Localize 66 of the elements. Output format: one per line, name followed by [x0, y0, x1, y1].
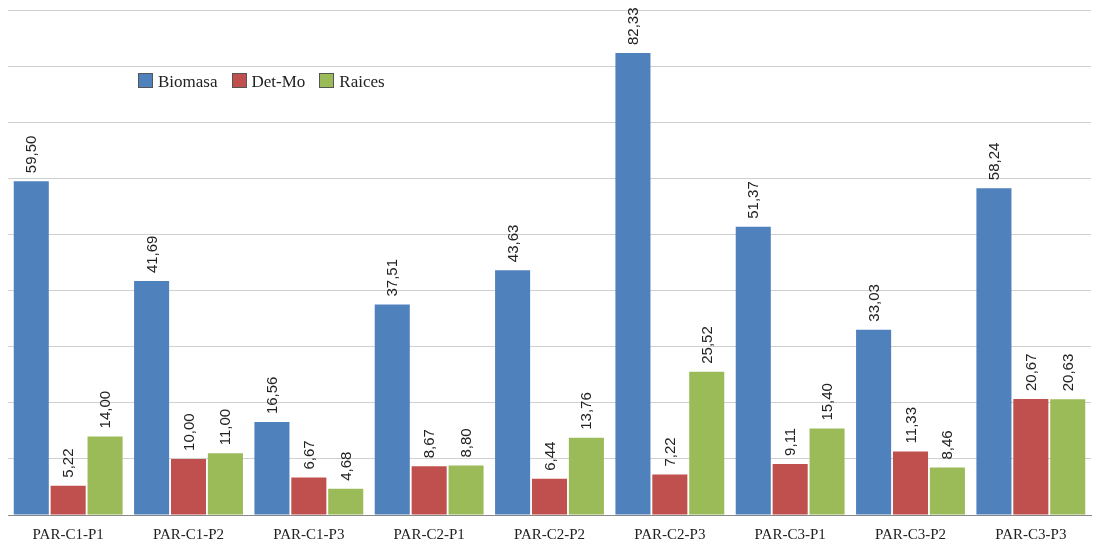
x-tick-label: PAR-C1-P3 [273, 525, 345, 542]
data-label: 41,69 [142, 235, 160, 274]
bar [856, 329, 892, 515]
bar [254, 422, 290, 515]
data-label: 13,76 [577, 392, 595, 430]
data-label: 14,00 [96, 390, 114, 429]
data-label: 8,46 [938, 430, 956, 460]
bar [892, 451, 929, 515]
bar [87, 436, 123, 515]
data-label: 5,22 [59, 448, 77, 478]
bar [929, 467, 965, 515]
bar [1050, 399, 1086, 515]
bar [291, 477, 327, 515]
bar [531, 478, 568, 515]
x-tick-label: PAR-C2-P2 [513, 525, 586, 542]
data-label: 9,11 [781, 427, 799, 456]
data-label: 37,51 [383, 258, 401, 297]
bar [772, 463, 808, 515]
data-label: 43,63 [503, 224, 521, 263]
legend-label: Biomasa [157, 72, 218, 92]
x-tick-label: PAR-C2-P3 [634, 525, 706, 542]
data-label: 15,40 [818, 383, 836, 421]
bar [652, 474, 688, 515]
legend-label: Det-Mo [250, 72, 306, 92]
bar [170, 458, 207, 515]
x-tick-label: PAR-C3-P2 [874, 525, 947, 542]
data-label: 8,80 [457, 428, 475, 458]
data-label: 58,24 [984, 142, 1002, 181]
data-label: 20,67 [1021, 353, 1039, 392]
data-label: 6,67 [299, 440, 317, 470]
data-label: 4,68 [336, 451, 354, 481]
bar [615, 53, 651, 515]
bar [374, 304, 410, 515]
bar [13, 181, 49, 515]
data-label: 25,52 [697, 326, 715, 364]
bar [328, 488, 364, 515]
bar [411, 466, 447, 515]
x-tick-label: PAR-C2-P1 [393, 525, 465, 542]
x-tick-label: PAR-C1-P1 [32, 525, 104, 542]
bar [495, 270, 531, 515]
bar [568, 437, 604, 515]
data-label: 33,03 [864, 284, 882, 322]
data-label: 10,00 [179, 413, 197, 451]
data-label: 16,56 [262, 376, 280, 415]
data-label: 51,37 [744, 181, 762, 219]
bar [689, 371, 725, 515]
bar [809, 428, 845, 515]
data-label: 59,50 [22, 135, 40, 174]
data-label: 8,67 [420, 429, 438, 459]
data-label: 6,44 [540, 441, 558, 471]
data-label: 11,33 [901, 406, 919, 444]
x-tick-label: PAR-C3-P3 [995, 525, 1067, 542]
bar [134, 281, 170, 515]
bar [207, 453, 243, 515]
data-label: 82,33 [623, 7, 641, 46]
data-label: 11,00 [216, 408, 234, 446]
x-tick-label: PAR-C3-P1 [754, 525, 826, 542]
bar [735, 226, 771, 515]
data-label: 7,22 [660, 437, 678, 467]
bar [1013, 399, 1049, 515]
bar [448, 465, 484, 515]
x-tick-label: PAR-C1-P2 [152, 525, 225, 542]
bar [50, 485, 86, 515]
data-label: 20,63 [1058, 353, 1076, 392]
legend-label: Raices [338, 72, 385, 92]
bar [976, 188, 1012, 515]
